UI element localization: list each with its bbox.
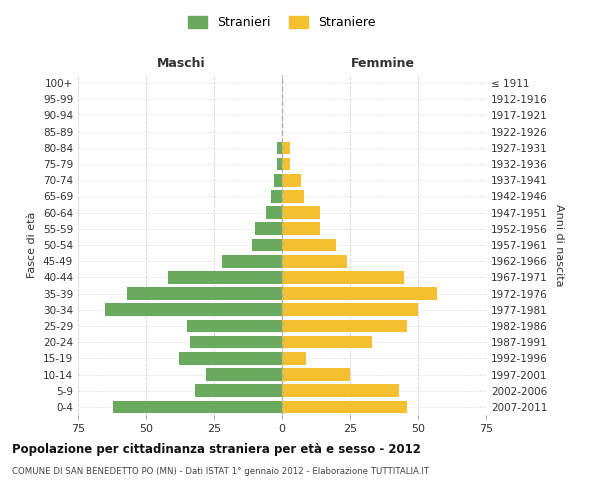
Bar — [282, 142, 290, 154]
Bar — [274, 174, 282, 186]
Legend: Stranieri, Straniere: Stranieri, Straniere — [184, 11, 380, 34]
Bar — [168, 271, 282, 283]
Bar — [266, 206, 282, 219]
Bar — [282, 238, 337, 252]
Bar — [282, 320, 407, 332]
Bar — [282, 190, 304, 202]
Bar — [195, 384, 282, 397]
Bar — [282, 400, 407, 413]
Text: Popolazione per cittadinanza straniera per età e sesso - 2012: Popolazione per cittadinanza straniera p… — [12, 442, 421, 456]
Bar — [282, 336, 372, 348]
Bar — [252, 238, 282, 252]
Bar — [282, 384, 399, 397]
Bar — [206, 368, 282, 381]
Bar — [113, 400, 282, 413]
Bar — [282, 158, 290, 170]
Bar — [282, 304, 418, 316]
Bar — [282, 352, 307, 364]
Text: Maschi: Maschi — [157, 57, 206, 70]
Bar — [222, 255, 282, 268]
Bar — [187, 320, 282, 332]
Bar — [271, 190, 282, 202]
Bar — [282, 206, 320, 219]
Text: Femmine: Femmine — [350, 57, 415, 70]
Bar — [255, 222, 282, 235]
Y-axis label: Anni di nascita: Anni di nascita — [554, 204, 564, 286]
Bar — [190, 336, 282, 348]
Bar — [282, 271, 404, 283]
Bar — [179, 352, 282, 364]
Text: COMUNE DI SAN BENEDETTO PO (MN) - Dati ISTAT 1° gennaio 2012 - Elaborazione TUTT: COMUNE DI SAN BENEDETTO PO (MN) - Dati I… — [12, 468, 429, 476]
Bar — [282, 288, 437, 300]
Bar — [105, 304, 282, 316]
Bar — [282, 174, 301, 186]
Bar — [282, 368, 350, 381]
Y-axis label: Fasce di età: Fasce di età — [28, 212, 37, 278]
Bar — [127, 288, 282, 300]
Bar — [282, 222, 320, 235]
Bar — [277, 142, 282, 154]
Bar — [277, 158, 282, 170]
Bar — [282, 255, 347, 268]
